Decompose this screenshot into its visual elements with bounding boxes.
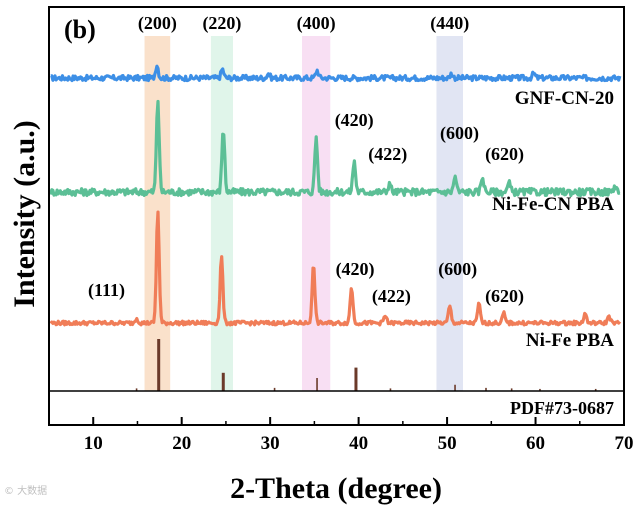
panel-label: (b): [64, 15, 96, 44]
series-name-label: GNF-CN-20: [515, 88, 614, 109]
highlight-band-1: [210, 36, 233, 391]
series-line-gnf-cn-20: [50, 64, 622, 83]
y-axis-title: Intensity (a.u.): [8, 120, 41, 308]
highlight-band-3: [436, 36, 463, 391]
x-tick-label: 10: [84, 433, 103, 454]
peak-label: (422): [372, 286, 411, 307]
series-name-label: Ni-Fe PBA: [526, 330, 614, 351]
x-tick-label: 20: [172, 433, 191, 454]
band-label: (440): [430, 13, 469, 34]
peak-label: (620): [485, 144, 524, 165]
watermark: © 大数据: [4, 486, 48, 497]
peak-label: (600): [440, 123, 479, 144]
reference-label: PDF#73-0687: [510, 398, 614, 418]
annotation-layer: (200) (220) (400) (440) (420) (422) (600) (620)…: [88, 13, 614, 351]
x-tick-label: 60: [526, 433, 545, 454]
series-line-ni-fe-cn-pba: [49, 99, 621, 198]
peak-label: (420): [335, 110, 374, 131]
series-name-label: Ni-Fe-CN PBA: [492, 194, 614, 215]
highlight-bands: [144, 36, 463, 391]
series-line-ni-fe-pba: [49, 210, 622, 327]
peak-label: (420): [336, 259, 375, 280]
plot-frame: [48, 6, 625, 426]
x-axis-ticks: 10 20 30 40 50 60 70: [48, 417, 634, 454]
x-axis-title: 2-Theta (degree): [230, 472, 442, 505]
x-tick-label: 50: [438, 433, 457, 454]
x-tick-label: 40: [349, 433, 368, 454]
x-tick-label: 30: [261, 433, 280, 454]
peak-label: (600): [438, 259, 477, 280]
x-tick-label: 70: [615, 433, 634, 454]
reference-pattern: [135, 339, 597, 391]
band-label: (220): [202, 13, 241, 34]
highlight-band-2: [302, 36, 331, 391]
band-label: (400): [297, 13, 336, 34]
peak-label: (620): [485, 286, 524, 307]
band-label: (200): [138, 13, 177, 34]
peak-label: (111): [88, 280, 125, 301]
peak-label: (422): [368, 144, 407, 165]
series-layer: [49, 64, 622, 327]
